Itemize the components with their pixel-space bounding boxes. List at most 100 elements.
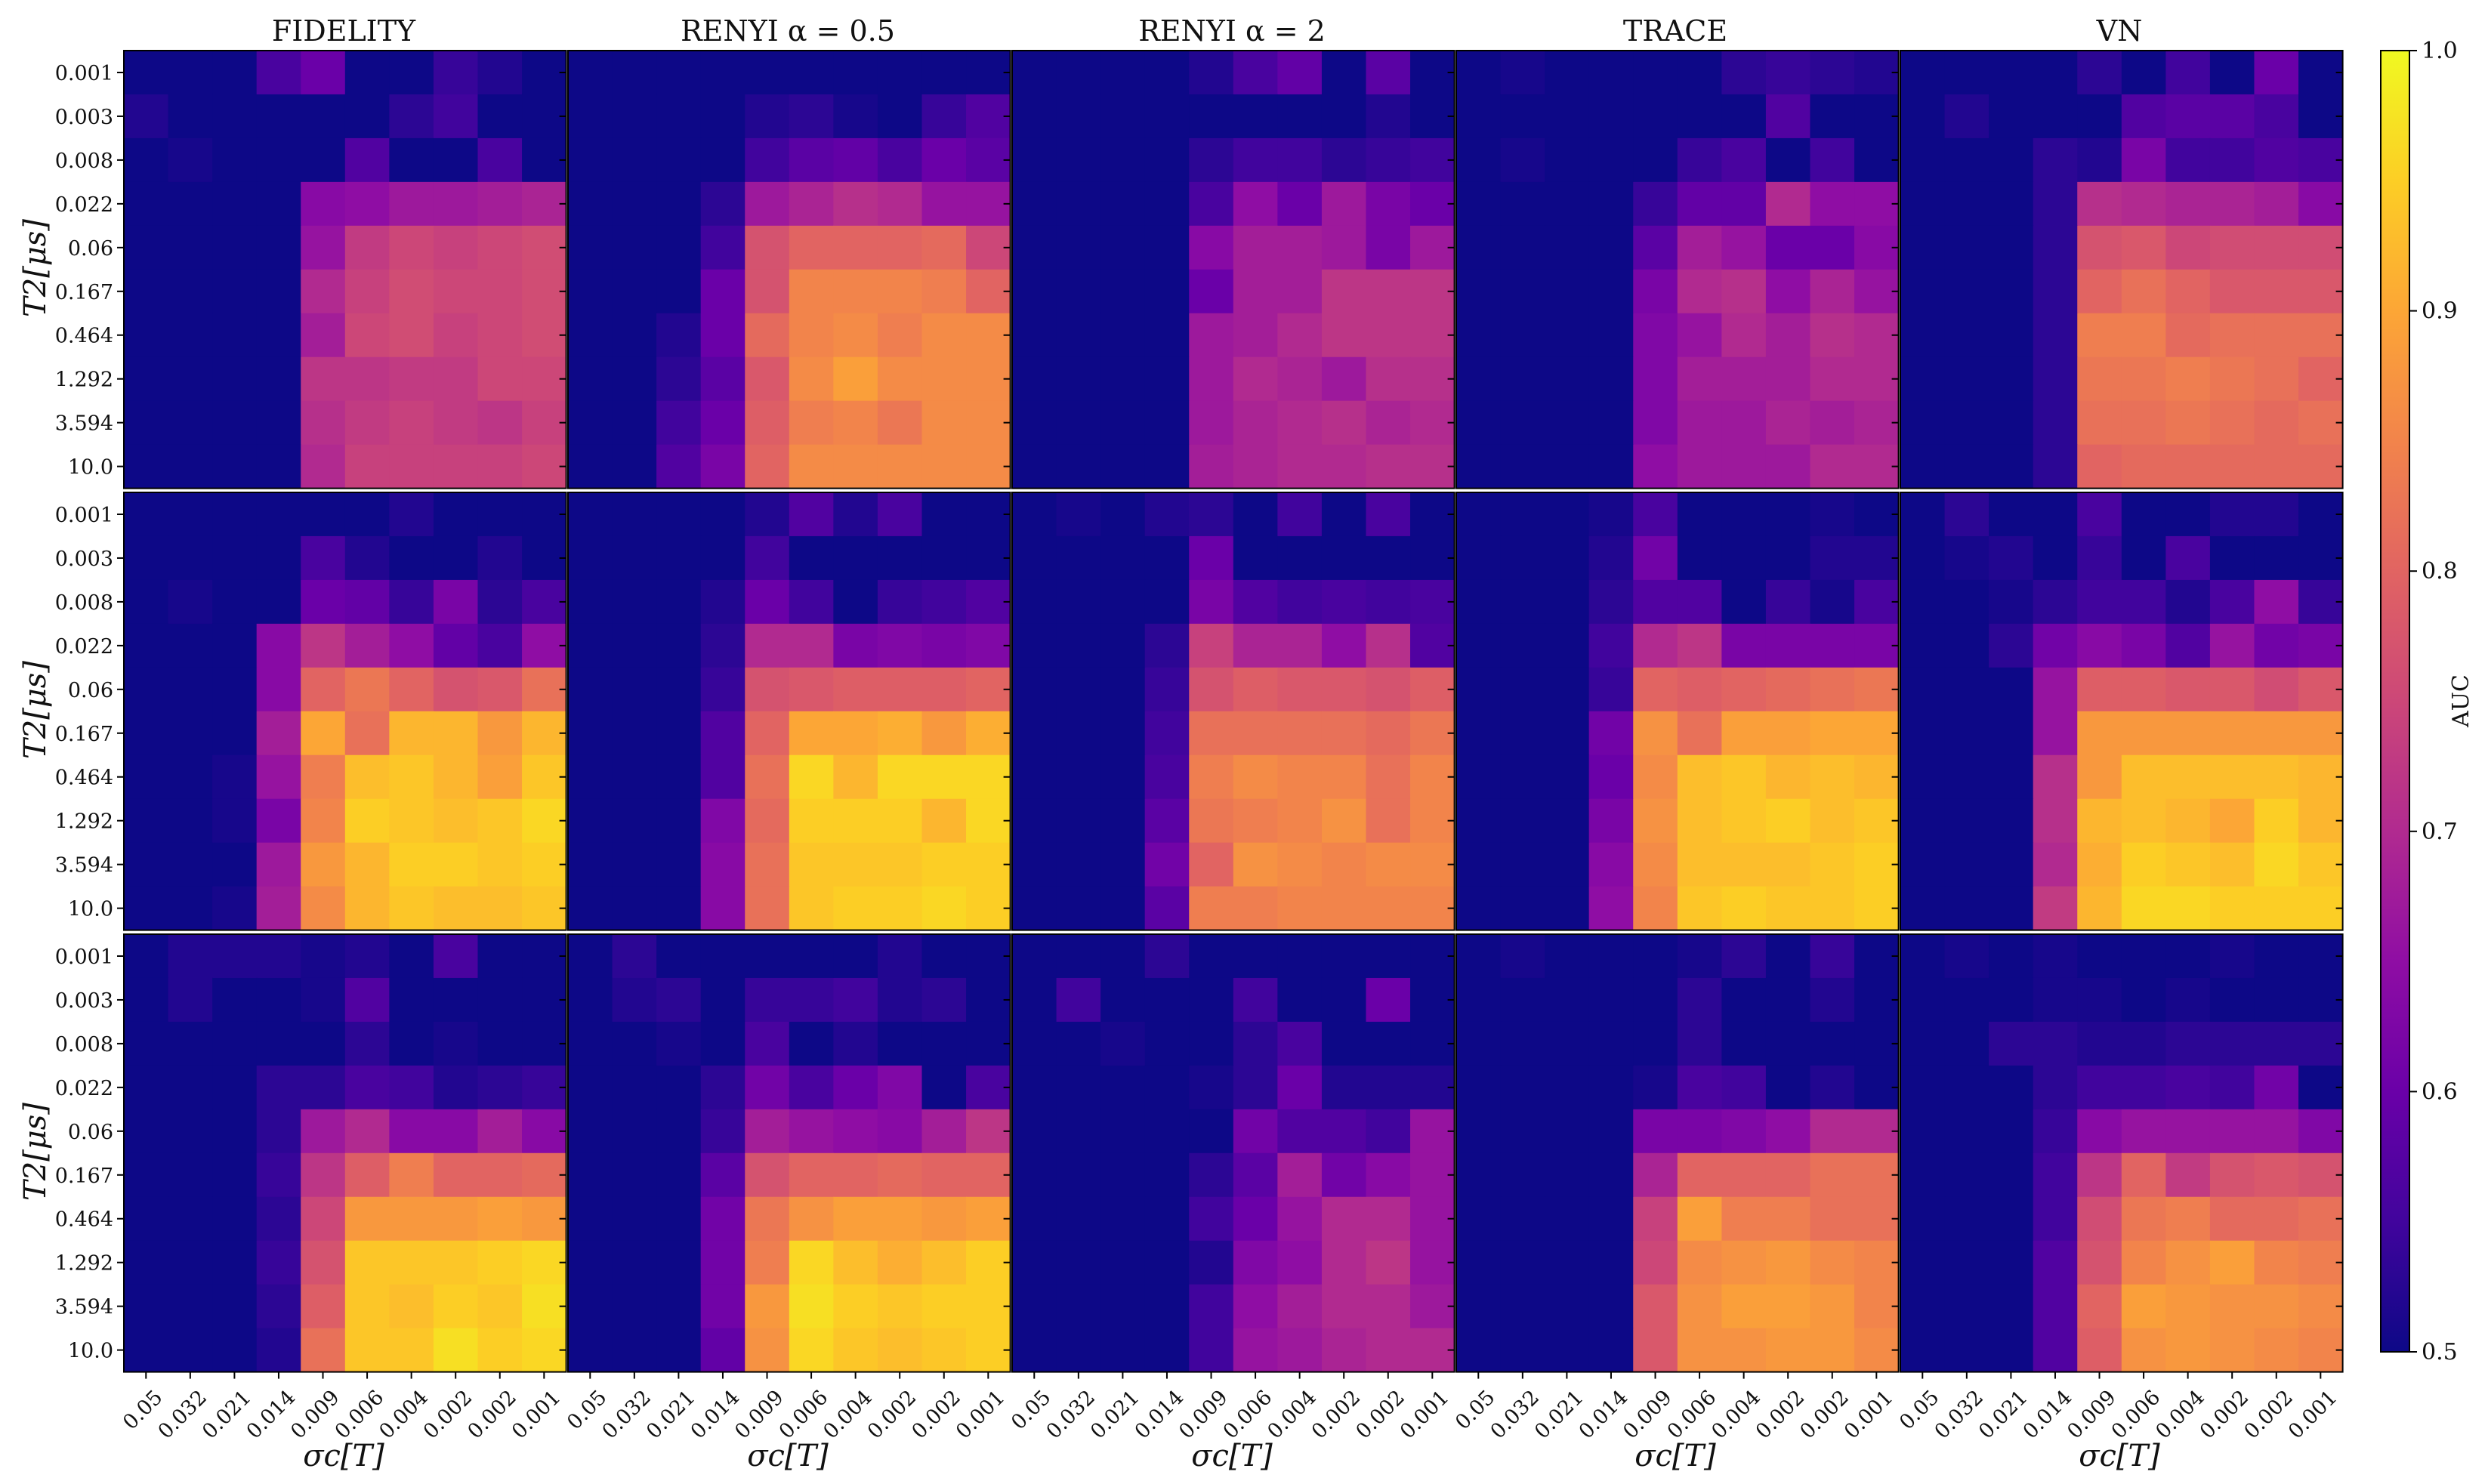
x-tick-label: 0.009 — [2063, 1386, 2121, 1444]
heatmap-cell — [568, 886, 613, 931]
heatmap-cell — [1989, 269, 2034, 314]
heatmap-cell — [1189, 623, 1234, 668]
heatmap-cell — [1633, 137, 1678, 183]
heatmap-cell — [1854, 313, 1900, 358]
heatmap-cell — [1233, 977, 1278, 1023]
heatmap-cell — [656, 1152, 702, 1198]
x-tick-label: 0.014 — [2019, 1386, 2077, 1444]
heatmap-cell — [1277, 623, 1323, 668]
heatmap-cell — [344, 535, 390, 581]
heatmap-cell — [2077, 1065, 2122, 1110]
heatmap-cell — [833, 94, 878, 139]
heatmap-cell — [1100, 579, 1146, 625]
heatmap-cell — [1545, 711, 1590, 756]
heatmap-cell — [2077, 842, 2122, 887]
heatmap-cell — [921, 269, 967, 314]
heatmap-cell — [1189, 492, 1234, 537]
heatmap-cell — [1321, 754, 1367, 800]
heatmap-cell — [301, 400, 346, 446]
heatmap-cell — [124, 667, 169, 712]
heatmap-cell — [212, 1021, 258, 1066]
heatmap-cell — [1633, 400, 1678, 446]
heatmap-cell — [1677, 886, 1722, 931]
x-tick-label: 0.006 — [2107, 1386, 2165, 1444]
heatmap-cell — [789, 137, 834, 183]
heatmap-cell — [1189, 535, 1234, 581]
heatmap-cell — [1900, 94, 1946, 139]
heatmap-cell — [1633, 1196, 1678, 1242]
heatmap-cell — [433, 1021, 479, 1066]
heatmap-cell — [389, 754, 434, 800]
heatmap-cell — [833, 535, 878, 581]
heatmap-panel — [1011, 492, 1455, 931]
heatmap-cell — [344, 444, 390, 489]
heatmap-cell — [344, 137, 390, 183]
x-tick-label: 0.021 — [1086, 1386, 1144, 1444]
heatmap-cell — [2165, 1196, 2211, 1242]
heatmap-cell — [124, 1196, 169, 1242]
heatmap-cell — [168, 1328, 213, 1373]
heatmap-cell — [2254, 1021, 2299, 1066]
heatmap-cell — [301, 886, 346, 931]
heatmap-cell — [1545, 842, 1590, 887]
heatmap-cell — [1410, 934, 1455, 979]
panel-frame — [1011, 933, 1455, 1373]
heatmap-cell — [344, 1021, 390, 1066]
heatmap-cell — [1854, 94, 1900, 139]
heatmap-cell — [1989, 51, 2034, 95]
heatmap-cell — [2254, 313, 2299, 358]
heatmap-cell — [124, 623, 169, 668]
heatmap-cell — [612, 51, 657, 95]
heatmap-cell — [789, 225, 834, 270]
heatmap-cell — [1810, 934, 1855, 979]
heatmap-cell — [877, 754, 923, 800]
heatmap-cell — [1633, 1284, 1678, 1329]
heatmap-cell — [301, 977, 346, 1023]
heatmap-cell — [2298, 313, 2344, 358]
heatmap-cell — [2209, 535, 2255, 581]
heatmap-cell — [1989, 1328, 2034, 1373]
heatmap-cell — [877, 1152, 923, 1198]
heatmap-cell — [389, 444, 434, 489]
heatmap-cell — [833, 623, 878, 668]
heatmap-cell — [1810, 667, 1855, 712]
heatmap-cell — [568, 977, 613, 1023]
heatmap-cell — [1810, 444, 1855, 489]
heatmap-cell — [966, 667, 1011, 712]
heatmap-cell — [1989, 137, 2034, 183]
heatmap-cell — [1189, 886, 1234, 931]
heatmap-cell — [745, 137, 790, 183]
heatmap-cell — [833, 1065, 878, 1110]
colorbar-tick-label: 0.9 — [2422, 298, 2458, 325]
heatmap-cell — [1321, 711, 1367, 756]
heatmap-cell — [1056, 1021, 1101, 1066]
heatmap-cell — [833, 181, 878, 227]
heatmap-cell — [1144, 356, 1190, 402]
heatmap-cell — [522, 1284, 567, 1329]
y-tick-label: 0.464 — [55, 767, 113, 790]
heatmap-cell — [1410, 356, 1455, 402]
colorbar-gradient — [2380, 50, 2410, 1353]
heatmap-cell — [433, 1240, 479, 1285]
heatmap-cell — [1321, 400, 1367, 446]
heatmap-cell — [612, 225, 657, 270]
heatmap-cell — [256, 400, 301, 446]
x-tick-label: 0.002 — [1351, 1386, 1409, 1444]
heatmap-cell — [921, 754, 967, 800]
heatmap-cell — [1366, 492, 1411, 537]
heatmap-cell — [1056, 444, 1101, 489]
heatmap-cell — [1366, 754, 1411, 800]
heatmap-cell — [1588, 1065, 1634, 1110]
heatmap-cell — [344, 1109, 390, 1154]
heatmap-cell — [1765, 356, 1811, 402]
heatmap-cell — [2033, 313, 2078, 358]
heatmap-cell — [656, 400, 702, 446]
heatmap-cell — [1233, 934, 1278, 979]
heatmap-cell — [389, 94, 434, 139]
heatmap-cell — [477, 842, 523, 887]
heatmap-cell — [1810, 798, 1855, 844]
heatmap-cell — [877, 934, 923, 979]
heatmap-cell — [700, 269, 745, 314]
heatmap-cell — [2077, 1328, 2122, 1373]
